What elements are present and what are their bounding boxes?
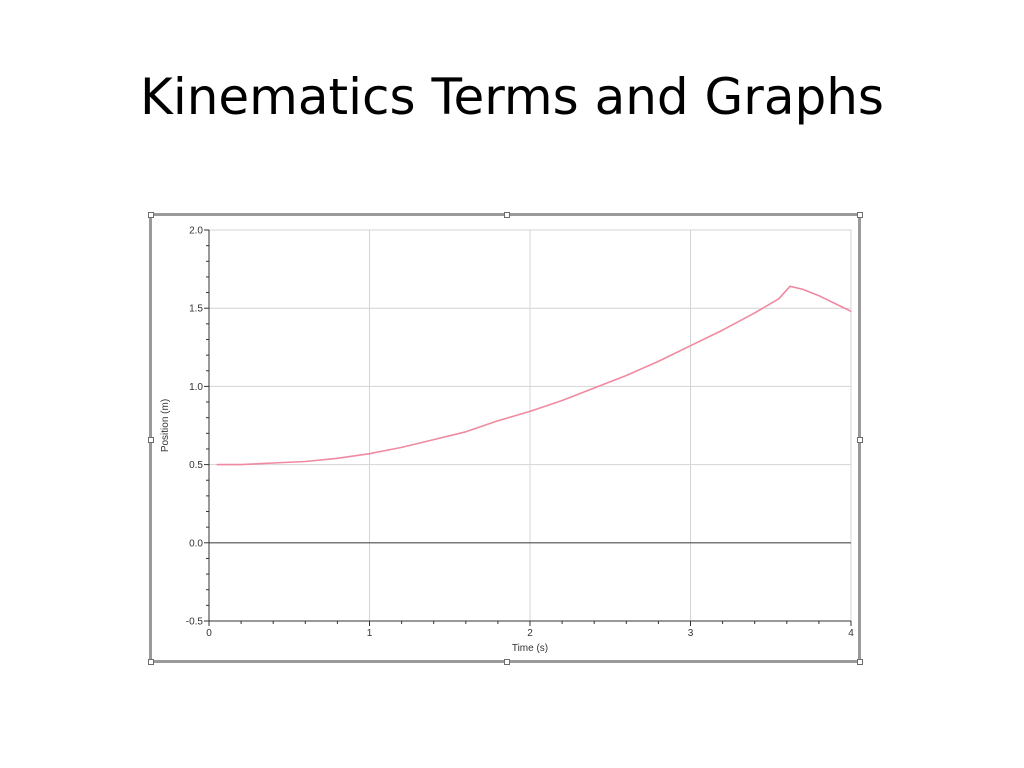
x-tick-label: 1 xyxy=(367,628,373,639)
y-tick-label: 0.5 xyxy=(189,460,203,471)
resize-handle-top-center[interactable] xyxy=(504,212,510,218)
data-point xyxy=(754,312,756,314)
data-point xyxy=(368,453,371,455)
data-point xyxy=(401,446,403,448)
resize-handle-top-left[interactable] xyxy=(148,212,154,218)
series-points-0 xyxy=(216,285,852,466)
resize-handle-middle-right[interactable] xyxy=(857,437,863,443)
resize-handle-top-right[interactable] xyxy=(857,212,863,218)
resize-handle-bottom-left[interactable] xyxy=(148,659,154,665)
y-tick-label: 1.0 xyxy=(189,382,203,393)
y-tick-label: 2.0 xyxy=(189,226,203,237)
chart-frame[interactable]: 0 1 2 3 4 -0.5 0.0 0.5 1.0 1.5 2.0 Time (s) Position… xyxy=(148,212,863,665)
data-point xyxy=(722,329,724,331)
data-point xyxy=(625,374,627,377)
x-tick-label: 0 xyxy=(206,628,212,639)
slide-title: Kinematics Terms and Graphs xyxy=(140,68,884,126)
data-point xyxy=(778,298,780,300)
data-point xyxy=(272,462,274,464)
data-point xyxy=(850,310,852,312)
data-point xyxy=(818,295,820,297)
data-point xyxy=(336,457,338,459)
data-point xyxy=(802,288,804,291)
y-tick-label: 1.5 xyxy=(189,304,203,315)
data-point xyxy=(689,345,692,347)
data-point xyxy=(789,285,791,287)
resize-handle-middle-left[interactable] xyxy=(148,437,154,443)
data-point xyxy=(304,460,306,463)
y-tick-label: 0.0 xyxy=(189,538,203,549)
y-tick-label: -0.5 xyxy=(186,617,204,628)
data-point xyxy=(497,420,499,422)
x-tick-label: 3 xyxy=(688,628,694,639)
data-point xyxy=(657,360,659,362)
data-point xyxy=(240,464,242,466)
x-axis-title: Time (s) xyxy=(512,643,548,654)
series-line-0 xyxy=(217,285,852,466)
data-point xyxy=(593,387,595,389)
position-time-chart: 0 1 2 3 4 -0.5 0.0 0.5 1.0 1.5 2.0 Time (s) Position… xyxy=(160,226,854,655)
data-point xyxy=(834,302,836,305)
data-point xyxy=(561,399,563,402)
x-tick-label: 2 xyxy=(527,628,533,639)
data-point xyxy=(433,438,435,441)
data-point xyxy=(216,464,218,466)
x-tick-label: 4 xyxy=(848,628,854,639)
y-axis-title: Position (m) xyxy=(160,399,171,452)
data-point xyxy=(465,431,467,433)
data-point xyxy=(529,410,531,413)
resize-handle-bottom-right[interactable] xyxy=(857,659,863,665)
resize-handle-bottom-center[interactable] xyxy=(504,659,510,665)
